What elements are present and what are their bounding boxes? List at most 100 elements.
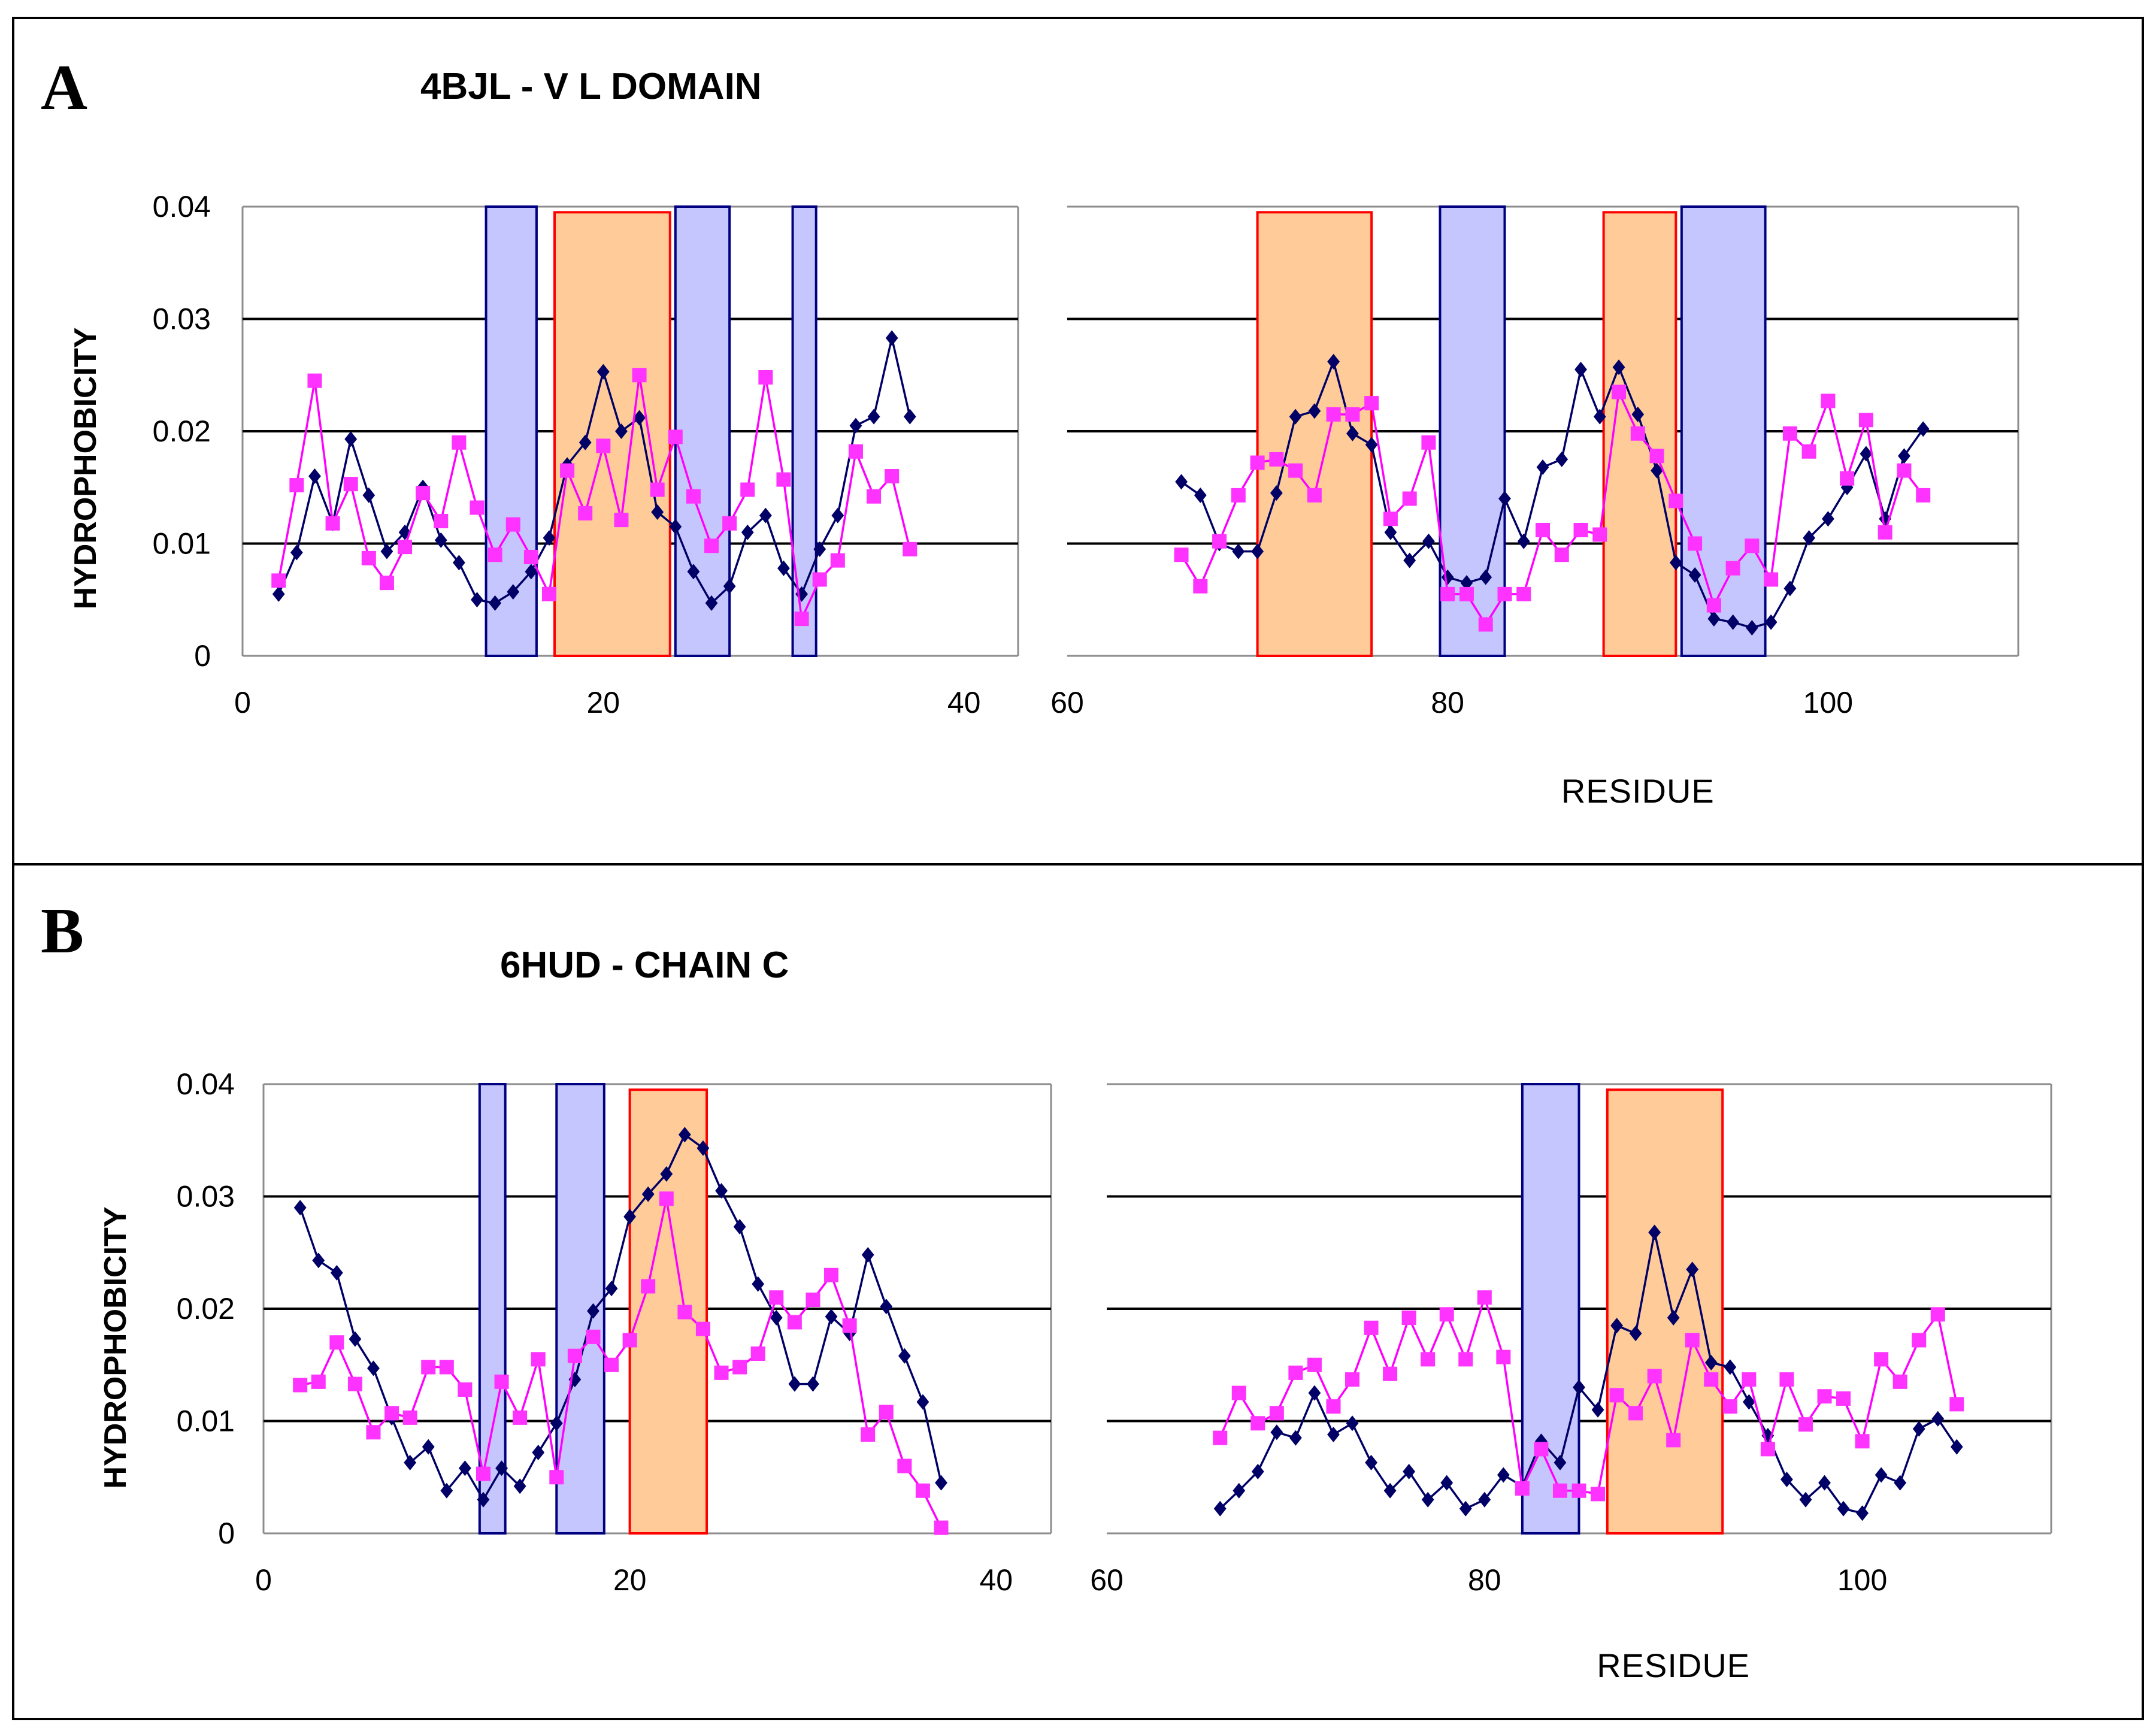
data-point-magenta: [830, 553, 845, 568]
data-point-magenta: [1516, 586, 1531, 601]
data-point-magenta: [659, 1191, 674, 1206]
data-point-navy: [507, 584, 520, 600]
data-point-navy: [849, 417, 862, 434]
data-point-magenta: [379, 576, 394, 591]
data-point-magenta: [434, 514, 449, 528]
data-point-navy: [1742, 1394, 1755, 1410]
data-point-navy: [1232, 543, 1245, 559]
data-point-navy: [1612, 359, 1625, 376]
data-point-magenta: [1269, 1406, 1284, 1421]
data-point-navy: [422, 1439, 435, 1455]
data-point-magenta: [1250, 1416, 1265, 1431]
data-point-magenta: [1193, 579, 1208, 594]
series-line-magenta: [1180, 388, 1924, 627]
data-point-navy: [1950, 1439, 1963, 1455]
data-point-navy: [1270, 485, 1283, 501]
data-point-magenta: [1878, 525, 1892, 540]
data-point-magenta: [1326, 1399, 1341, 1414]
x-axis-title: RESIDUE: [1597, 1647, 1750, 1684]
data-point-magenta: [879, 1405, 894, 1420]
data-point-navy: [1686, 1261, 1699, 1278]
data-point-magenta: [329, 1335, 344, 1350]
data-point-magenta: [1536, 523, 1550, 537]
data-point-navy: [471, 592, 483, 608]
data-point-navy: [1860, 446, 1873, 462]
x-tick-label: 80: [1431, 686, 1464, 719]
data-point-navy: [1497, 1467, 1510, 1483]
data-point-navy: [605, 1281, 618, 1297]
data-point-magenta: [758, 370, 773, 385]
data-point-navy: [1894, 1475, 1907, 1491]
data-point-navy: [1555, 451, 1568, 467]
data-point-navy: [759, 507, 772, 523]
data-point-navy: [1554, 1454, 1567, 1470]
data-point-navy: [1707, 611, 1721, 627]
data-point-magenta: [311, 1374, 326, 1389]
data-point-navy: [831, 507, 844, 523]
data-point-magenta: [1612, 385, 1627, 400]
data-point-navy: [715, 1183, 728, 1199]
data-point-navy: [733, 1219, 746, 1235]
data-point-navy: [752, 1276, 765, 1292]
data-point-navy: [440, 1482, 453, 1499]
data-point-magenta: [641, 1279, 656, 1294]
data-point-magenta: [1231, 1385, 1246, 1400]
panel-a-title: 4BJL - V L DOMAIN: [420, 66, 762, 107]
x-tick-label: 40: [979, 1563, 1013, 1597]
panel-b-title: 6HUD - CHAIN C: [500, 945, 789, 986]
data-point-navy: [1803, 530, 1816, 546]
x-tick-label: 60: [1050, 686, 1084, 719]
data-point-magenta: [1836, 1391, 1851, 1406]
data-point-navy: [1194, 487, 1207, 503]
data-point-navy: [587, 1303, 599, 1319]
panel-a-ylabel: HYDROPHOBICITY: [68, 328, 103, 610]
data-point-magenta: [1628, 1406, 1643, 1421]
data-point-magenta: [1817, 1389, 1832, 1404]
data-point-magenta: [1307, 488, 1322, 503]
y-tick-label: 0.02: [153, 414, 211, 448]
orange-region-box: [628, 1088, 708, 1535]
data-point-navy: [477, 1491, 490, 1508]
data-point-navy: [344, 431, 358, 447]
data-point-navy: [741, 524, 754, 540]
data-point-navy: [813, 541, 826, 557]
outer-frame: [12, 17, 2144, 1720]
data-point-navy: [880, 1299, 893, 1315]
data-point-navy: [1459, 1500, 1472, 1517]
data-point-navy: [1764, 614, 1778, 630]
data-point-magenta: [1647, 1369, 1662, 1384]
data-point-magenta: [704, 538, 719, 553]
y-tick-label: 0.03: [153, 302, 211, 336]
x-tick-label: 80: [1468, 1563, 1501, 1597]
data-point-magenta: [848, 444, 863, 459]
data-point-magenta: [1649, 449, 1664, 464]
data-point-magenta: [1402, 491, 1417, 506]
data-point-magenta: [915, 1483, 930, 1498]
data-point-magenta: [1534, 1442, 1549, 1457]
data-point-magenta: [1345, 1372, 1360, 1387]
data-point-magenta: [740, 482, 755, 497]
data-point-magenta: [1840, 471, 1855, 486]
data-point-magenta: [695, 1321, 710, 1336]
data-point-magenta: [578, 506, 593, 520]
data-point-magenta: [1307, 1357, 1322, 1372]
data-point-navy: [452, 555, 465, 571]
data-point-magenta: [1496, 1349, 1511, 1364]
data-point-navy: [777, 560, 790, 576]
data-point-navy: [367, 1360, 380, 1376]
data-point-navy: [1384, 524, 1397, 540]
data-point-navy: [1856, 1505, 1869, 1521]
data-point-magenta: [1269, 452, 1284, 467]
data-point-navy: [330, 1265, 343, 1281]
data-point-magenta: [1685, 1333, 1700, 1348]
data-point-navy: [825, 1309, 838, 1325]
data-point-navy: [1251, 543, 1264, 559]
x-tick-label: 40: [947, 686, 981, 719]
panel-b-ylabel: HYDROPHOBICITY: [98, 1207, 133, 1489]
data-point-navy: [1574, 361, 1587, 377]
data-point-navy: [434, 532, 447, 548]
data-point-navy: [615, 423, 628, 439]
data-point-navy: [458, 1460, 471, 1476]
data-point-navy: [1783, 580, 1797, 597]
